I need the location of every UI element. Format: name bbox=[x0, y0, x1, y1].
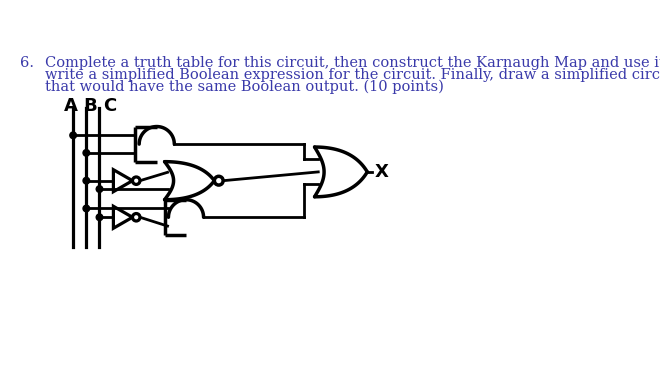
Text: X: X bbox=[375, 163, 389, 181]
Circle shape bbox=[214, 176, 223, 185]
Circle shape bbox=[70, 132, 77, 139]
Circle shape bbox=[96, 214, 103, 221]
Circle shape bbox=[83, 205, 90, 212]
Circle shape bbox=[133, 214, 140, 221]
Text: that would have the same Boolean output. (10 points): that would have the same Boolean output.… bbox=[46, 80, 444, 94]
Text: write a simplified Boolean expression for the circuit. Finally, draw a simplifie: write a simplified Boolean expression fo… bbox=[46, 68, 660, 82]
Circle shape bbox=[83, 150, 90, 156]
Text: A B C: A B C bbox=[65, 97, 117, 115]
Circle shape bbox=[96, 186, 103, 193]
Text: 6.: 6. bbox=[20, 56, 34, 70]
Circle shape bbox=[133, 177, 140, 184]
Circle shape bbox=[83, 177, 90, 184]
Text: Complete a truth table for this circuit, then construct the Karnaugh Map and use: Complete a truth table for this circuit,… bbox=[46, 56, 660, 70]
